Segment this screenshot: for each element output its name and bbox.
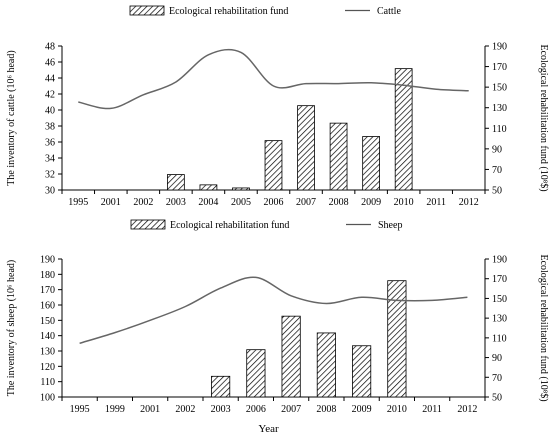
x-tick-label: 2007	[281, 404, 301, 415]
x-tick-label: 2004	[198, 197, 218, 208]
right-tick-label: 110	[492, 333, 507, 344]
left-tick-label: 36	[45, 138, 55, 149]
right-tick-label: 190	[492, 42, 507, 53]
x-tick-label: 2003	[211, 404, 231, 415]
x-tick-label: 2009	[352, 404, 372, 415]
left-tick-label: 180	[40, 270, 55, 281]
right-tick-label: 70	[492, 373, 502, 384]
x-tick-label: 2009	[361, 197, 381, 208]
fund-bar	[232, 187, 250, 191]
x-tick-label: 2007	[296, 197, 316, 208]
left-tick-label: 38	[45, 122, 55, 133]
x-tick-label: 2010	[394, 197, 414, 208]
fund-bar	[387, 280, 407, 398]
x-tick-label: 2006	[264, 197, 284, 208]
left-tick-label: 32	[45, 170, 55, 181]
left-tick-label: 130	[40, 347, 55, 358]
x-tick-label: 2008	[316, 404, 336, 415]
fund-bar	[362, 136, 380, 191]
x-tick-label: 2001	[101, 197, 121, 208]
x-tick-label: 2002	[133, 197, 153, 208]
right-tick-label: 90	[492, 353, 502, 364]
fund-bar	[211, 375, 231, 398]
x-tick-label: 1999	[105, 404, 125, 415]
legend: Ecological rehabilitation fund Cattle	[129, 5, 401, 17]
right-tick-label: 150	[492, 294, 507, 305]
right-axis-title: Ecological rehabilitation fund (10⁸$)	[538, 254, 549, 401]
left-tick-label: 40	[45, 106, 55, 117]
x-tick-label: 2006	[246, 404, 266, 415]
x-tick-label: 2001	[140, 404, 160, 415]
chart-panel-2: Ecological rehabilitation fund Sheep 100 11…	[6, 219, 549, 435]
x-tick-label: 2003	[166, 197, 186, 208]
left-tick-label: 120	[40, 362, 55, 373]
fund-bar	[281, 315, 301, 398]
right-tick-label: 170	[492, 62, 507, 73]
legend-bar-swatch	[130, 219, 166, 230]
x-tick-label: 2012	[459, 197, 479, 208]
legend-line-label: Cattle	[377, 6, 401, 17]
right-tick-label: 50	[492, 186, 502, 197]
right-tick-label: 70	[492, 165, 502, 176]
x-tick-label: 2010	[387, 404, 407, 415]
fund-bar	[316, 332, 336, 398]
fund-bar	[394, 68, 413, 191]
left-tick-label: 190	[40, 255, 55, 266]
livestock-line	[79, 276, 468, 345]
left-axis-title: The inventory of cattle (10⁶ head)	[6, 50, 17, 185]
legend-bar-swatch	[129, 5, 165, 16]
left-tick-label: 34	[45, 154, 55, 165]
left-tick-label: 46	[45, 58, 55, 69]
fund-bar	[297, 105, 315, 191]
right-tick-label: 110	[492, 124, 507, 135]
chart-panel-1: Ecological rehabilitation fund Cattle 30 32…	[6, 5, 549, 208]
fund-bar	[167, 174, 185, 191]
x-tick-label: 2012	[457, 404, 477, 415]
right-axis-title: Ecological rehabilitation fund (10⁸$)	[538, 44, 549, 191]
left-tick-label: 150	[40, 316, 55, 327]
x-tick-label: 2011	[426, 197, 446, 208]
left-tick-label: 30	[45, 186, 55, 197]
right-tick-label: 130	[492, 103, 507, 114]
right-tick-label: 90	[492, 144, 502, 155]
left-tick-label: 110	[40, 377, 55, 388]
left-tick-label: 48	[45, 42, 55, 53]
right-tick-label: 170	[492, 274, 507, 285]
right-tick-label: 50	[492, 393, 502, 404]
x-tick-label: 2011	[422, 404, 442, 415]
left-tick-label: 44	[45, 74, 55, 85]
livestock-line	[78, 48, 469, 110]
x-tick-label: 1995	[70, 404, 90, 415]
fund-bar	[199, 184, 218, 191]
left-tick-label: 160	[40, 301, 55, 312]
legend-line-label: Sheep	[378, 220, 402, 231]
left-tick-label: 140	[40, 331, 55, 342]
legend-bar-label: Ecological rehabilitation fund	[169, 6, 288, 17]
x-tick-label: 1995	[68, 197, 88, 208]
left-tick-label: 170	[40, 285, 55, 296]
x-axis-title: Year	[258, 423, 279, 435]
legend-bar-label: Ecological rehabilitation fund	[170, 220, 289, 231]
x-tick-label: 2008	[329, 197, 349, 208]
right-tick-label: 130	[492, 314, 507, 325]
fund-bar	[329, 122, 348, 191]
left-tick-label: 100	[40, 393, 55, 404]
fund-bar	[352, 345, 372, 398]
fund-bar	[264, 140, 283, 191]
right-tick-label: 190	[492, 255, 507, 266]
right-tick-label: 150	[492, 83, 507, 94]
left-tick-label: 42	[45, 90, 55, 101]
fund-bar	[246, 349, 266, 398]
legend: Ecological rehabilitation fund Sheep	[130, 219, 402, 231]
x-tick-label: 2005	[231, 197, 251, 208]
left-axis-title: The inventory of sheep (10⁶ head)	[6, 260, 17, 397]
x-tick-label: 2002	[175, 404, 195, 415]
